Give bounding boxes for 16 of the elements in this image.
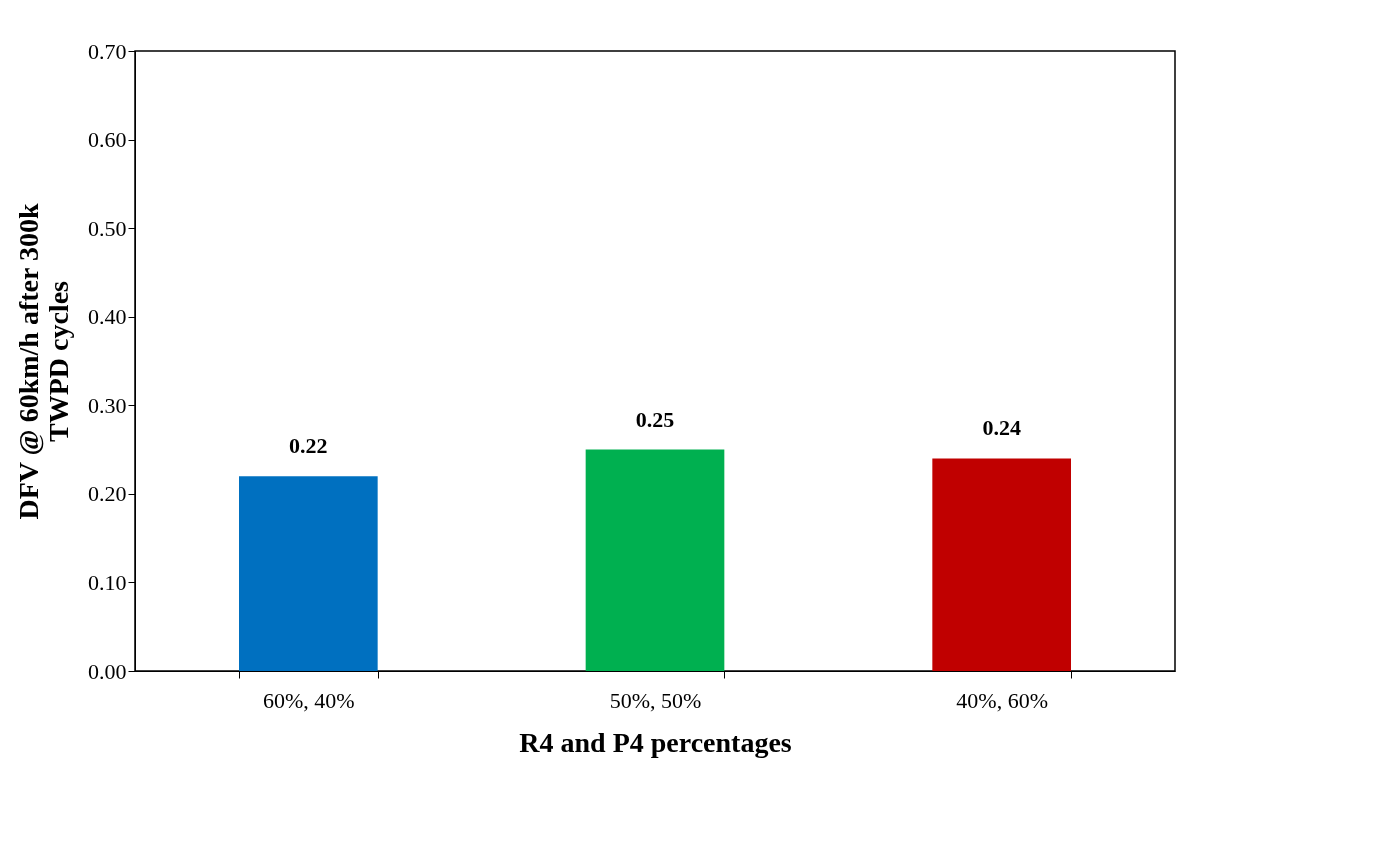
y-axis-title: DFV @ 60km/h after 300k TWPD cycles xyxy=(13,203,74,520)
y-tick-label: 0.20 xyxy=(88,481,127,507)
x-axis-title: R4 and P4 percentages xyxy=(519,726,792,758)
data-label: 0.22 xyxy=(289,433,328,459)
x-tick-label: 50%, 50% xyxy=(609,687,702,713)
x-tick-label: 60%, 40% xyxy=(263,687,355,713)
y-tick-label: 0.10 xyxy=(88,569,127,595)
y-tick-label: 0.50 xyxy=(88,215,127,241)
y-tick-label: 0.70 xyxy=(88,38,127,64)
data-label: 0.25 xyxy=(635,406,675,432)
x-tick-label: 40%, 60% xyxy=(956,687,1048,713)
y-tick-label: 0.40 xyxy=(88,304,127,330)
y-tick-label: 0.60 xyxy=(88,127,127,153)
y-tick-label: 0.30 xyxy=(88,392,127,418)
y-tick-label: 0.00 xyxy=(88,658,127,684)
data-label: 0.24 xyxy=(982,415,1021,441)
